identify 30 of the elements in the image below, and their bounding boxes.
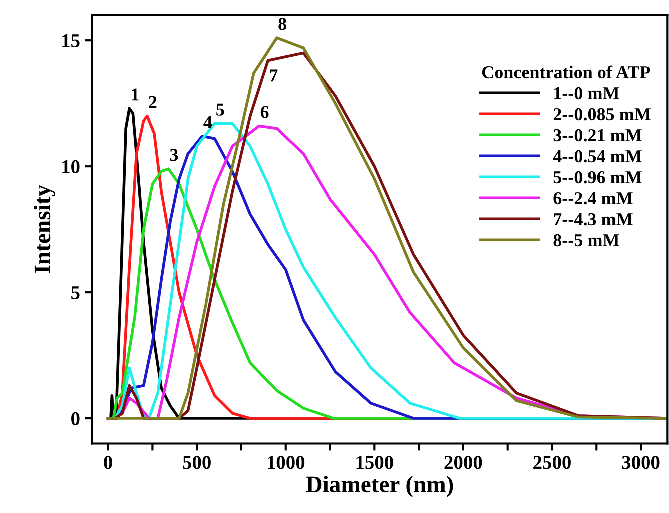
annotation: 5 bbox=[216, 104, 224, 116]
legend-label: 5--0.96 mM bbox=[554, 171, 642, 184]
x-tick-label: 500 bbox=[183, 456, 211, 470]
legend-label: 6--2.4 mM bbox=[554, 192, 633, 205]
x-tick-label: 0 bbox=[104, 456, 112, 470]
y-tick-label: 15 bbox=[62, 34, 80, 48]
annotation: 8 bbox=[278, 18, 286, 30]
legend-title: Concentration of ATP bbox=[482, 66, 650, 79]
legend-label: 2--0.085 mM bbox=[554, 108, 651, 121]
x-tick-label: 1500 bbox=[356, 456, 394, 470]
annotation: 6 bbox=[260, 106, 269, 118]
annotation: 2 bbox=[149, 96, 157, 108]
annotation: 3 bbox=[170, 149, 178, 162]
legend-label: 8--5 mM bbox=[554, 234, 620, 247]
annotation: 4 bbox=[204, 116, 212, 128]
legend-label: 7--4.3 mM bbox=[554, 213, 633, 226]
y-tick-label: 10 bbox=[62, 160, 80, 174]
x-tick-label: 1000 bbox=[268, 456, 305, 470]
y-tick-label: 0 bbox=[72, 412, 80, 426]
legend-label: 3--0.21 mM bbox=[554, 129, 642, 142]
x-tick-label: 3000 bbox=[622, 456, 660, 470]
y-tick-label: 5 bbox=[72, 286, 80, 300]
x-axis-title: Diameter (nm) bbox=[306, 476, 454, 498]
annotation: 1 bbox=[132, 88, 139, 101]
legend-label: 1--0 mM bbox=[554, 87, 620, 100]
annotation: 7 bbox=[270, 70, 278, 82]
x-tick-label: 2500 bbox=[534, 456, 571, 470]
legend-label: 4--0.54 mM bbox=[553, 150, 642, 163]
x-tick-label: 2000 bbox=[444, 456, 482, 470]
y-axis-title: Intensity bbox=[34, 185, 56, 274]
